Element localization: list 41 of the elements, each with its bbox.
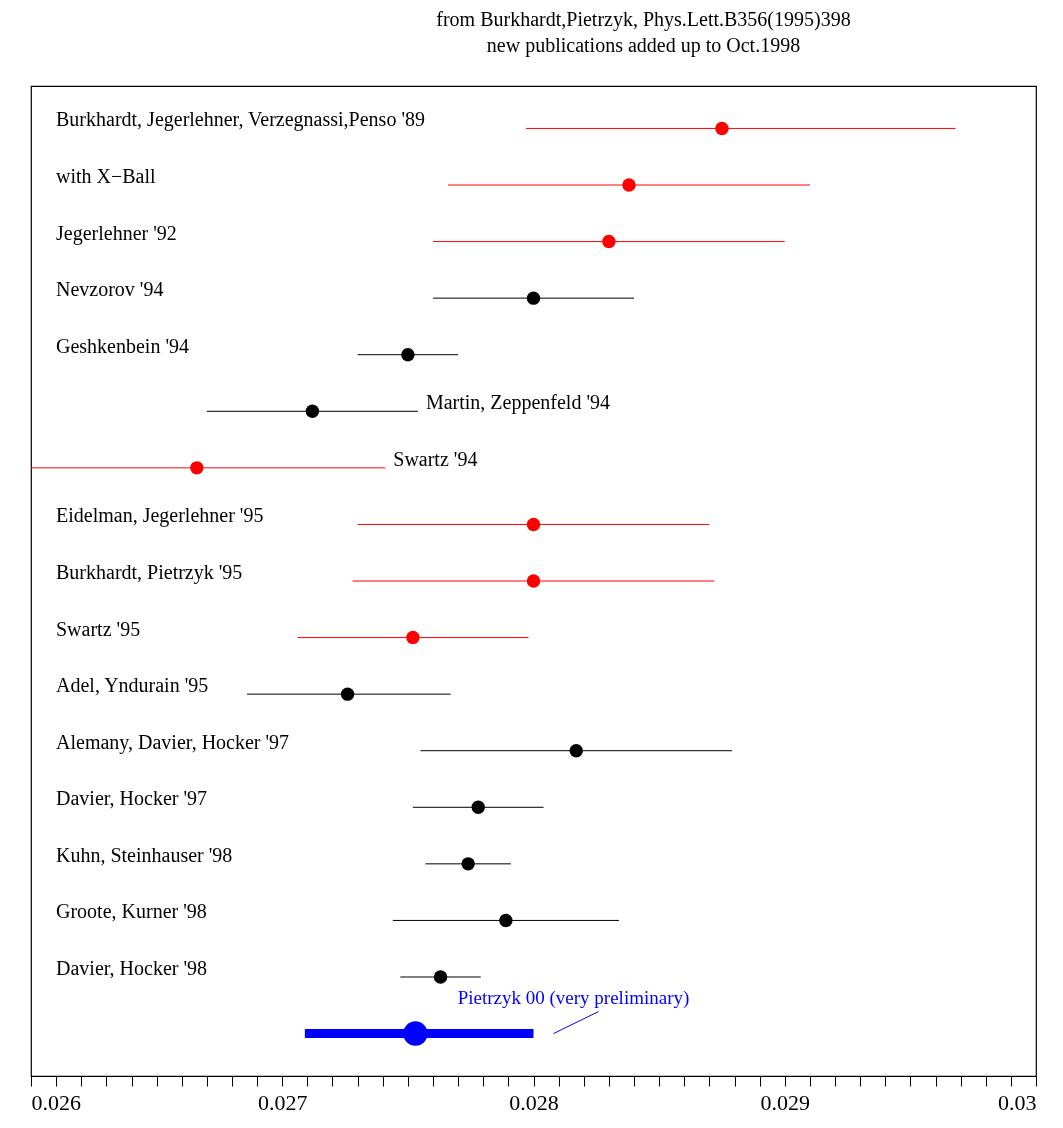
y-tick-label: Kuhn, Steinhauser '98 [56, 843, 233, 866]
y-tick-label: Burkhardt, Pietrzyk '95 [56, 561, 243, 584]
point [569, 744, 583, 758]
point [602, 234, 616, 249]
x-tick-label: 0.03 [998, 1089, 1037, 1115]
annotation: Pietrzyk 00 (very preliminary) [457, 986, 690, 1009]
y-tick-label: Jegerlehner '92 [56, 221, 177, 245]
y-tick-label: Davier, Hocker '97 [56, 787, 208, 810]
point [526, 517, 541, 532]
y-tick-label: Swartz '94 [393, 447, 478, 470]
x-tick-label: 0.027 [258, 1089, 308, 1115]
x-tick-label: 0.028 [509, 1089, 559, 1115]
point [622, 178, 636, 192]
point [305, 404, 320, 418]
y-tick-label: Eidelman, Jegerlehner '95 [56, 504, 264, 528]
chart-subtitle: new publications added up to Oct.1998 [486, 34, 801, 57]
y-tick-label: Adel, Yndurain '95 [56, 674, 209, 697]
y-tick-label: Burkhardt, Jegerlehner, Verzegnassi,Penso '89 [56, 108, 426, 132]
y-tick-label: Davier, Hocker '98 [56, 957, 208, 979]
point [499, 913, 513, 928]
point [433, 970, 448, 984]
y-tick-label: with X−Ball [56, 165, 157, 187]
y-tick-label: Groote, Kurner '98 [56, 900, 207, 923]
point [190, 461, 204, 475]
y-tick-label: Geshkenbein '94 [56, 334, 190, 357]
point [340, 687, 355, 701]
x-tick-label: 0.029 [760, 1089, 810, 1115]
point [461, 857, 475, 871]
point [471, 800, 485, 814]
point [406, 630, 420, 645]
point [526, 291, 541, 305]
x-tick-label: 0.026 [31, 1089, 81, 1115]
y-tick-label: Nevzorov '94 [56, 278, 164, 301]
point [403, 1021, 428, 1046]
chart-title: from Burkhardt,Pietrzyk, Phys.Lett.B356(1995)398 [436, 8, 851, 31]
point [526, 574, 541, 588]
point [401, 348, 415, 362]
point [715, 121, 729, 136]
y-tick-label: Martin, Zeppenfeld '94 [425, 391, 611, 415]
y-tick-label: Alemany, Davier, Hocker '97 [56, 730, 290, 754]
y-tick-label: Swartz '95 [56, 617, 141, 640]
